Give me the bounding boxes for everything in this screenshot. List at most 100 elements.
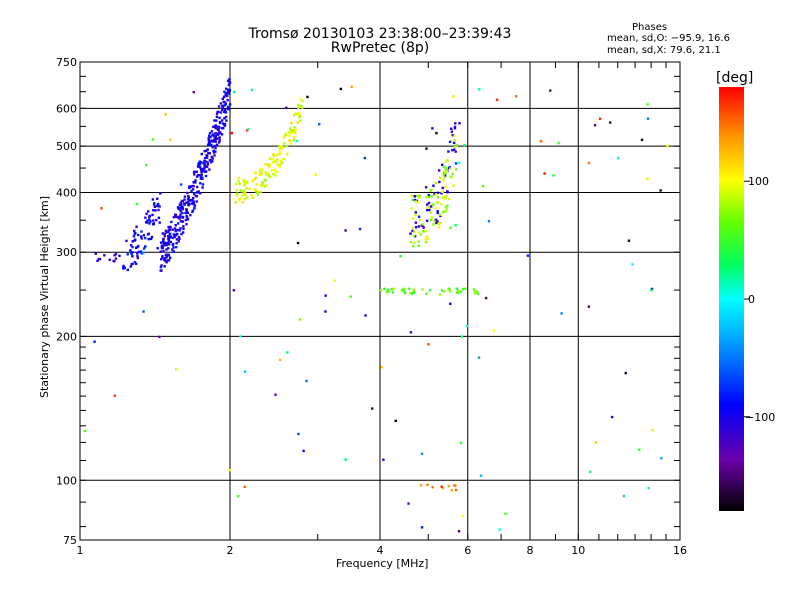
echo-point [217, 126, 220, 130]
echo-point [163, 265, 166, 268]
y-tick-label: 600 [56, 102, 77, 115]
echo-point [208, 158, 212, 162]
echo-point [442, 173, 445, 176]
echo-point [148, 218, 151, 221]
echo-point [157, 208, 160, 212]
echo-point [178, 229, 181, 232]
echo-point [399, 255, 402, 258]
echo-point [417, 231, 421, 234]
echo-point [167, 259, 170, 262]
echo-point [293, 113, 297, 116]
echo-point [226, 105, 230, 109]
echo-point [215, 115, 219, 118]
echo-point [131, 245, 134, 249]
echo-point [482, 184, 485, 188]
echo-point [646, 103, 649, 106]
echo-point [390, 288, 393, 291]
echo-point [172, 250, 175, 254]
echo-point [235, 194, 239, 197]
echo-point [186, 191, 189, 195]
echo-point [213, 154, 216, 157]
echo-point [422, 230, 425, 233]
echo-point [154, 209, 157, 212]
echo-point [159, 192, 162, 195]
echo-point [290, 131, 294, 134]
echo-point [256, 193, 260, 196]
echo-point [424, 237, 427, 241]
echo-point [278, 165, 281, 169]
echo-point [206, 148, 209, 151]
echo-point [142, 310, 145, 313]
echo-point [438, 293, 442, 296]
echo-point [189, 213, 192, 217]
echo-point [191, 209, 195, 212]
echo-point [133, 229, 136, 233]
echo-point [444, 160, 448, 163]
echo-point [417, 225, 421, 228]
echo-point [419, 233, 423, 236]
echo-point [191, 196, 195, 200]
echo-point [226, 98, 229, 102]
echo-point [418, 194, 422, 198]
echo-point [157, 216, 161, 220]
echo-point [297, 103, 300, 107]
echo-point [202, 170, 205, 173]
echo-point [188, 199, 191, 202]
echo-point [195, 191, 199, 194]
echo-point [413, 230, 416, 233]
echo-point [134, 246, 138, 250]
echo-point [425, 219, 429, 222]
echo-point [413, 290, 416, 293]
echo-point [198, 160, 201, 163]
echo-point [218, 139, 222, 142]
echo-point [436, 210, 439, 213]
echo-point [136, 256, 140, 260]
echo-point [207, 138, 210, 141]
echo-point [457, 530, 461, 533]
echo-point [172, 215, 176, 219]
echo-point [168, 232, 172, 236]
echo-point [199, 177, 203, 180]
echo-point [197, 191, 200, 194]
echo-point [215, 125, 218, 128]
echo-point [515, 95, 518, 98]
echo-point [279, 145, 283, 148]
echo-point [212, 149, 215, 152]
echo-point [413, 198, 417, 202]
echo-point [241, 200, 244, 204]
echo-point [163, 257, 167, 260]
echo-point [167, 237, 170, 241]
echo-point [142, 234, 146, 237]
echo-point [455, 287, 459, 290]
echo-point [200, 161, 203, 164]
echo-point [421, 288, 424, 291]
echo-point [224, 93, 227, 96]
echo-point [454, 488, 458, 492]
echo-point [144, 236, 147, 240]
echo-point [145, 221, 149, 224]
echo-point [183, 198, 186, 201]
echo-point [294, 128, 297, 131]
echo-point [455, 291, 459, 294]
echo-point [428, 288, 432, 292]
echo-point [273, 169, 277, 172]
echo-point [271, 161, 275, 164]
echo-point [169, 138, 172, 141]
echo-point [435, 131, 438, 135]
echo-point [443, 174, 447, 177]
echo-point [228, 468, 231, 472]
echo-point [163, 258, 166, 262]
echo-point [188, 185, 191, 189]
echo-point [156, 202, 160, 206]
echo-point [164, 259, 168, 262]
echo-point [391, 291, 395, 294]
echo-point [289, 142, 293, 145]
echo-point [224, 102, 227, 105]
y-tick-label: 100 [56, 474, 77, 487]
echo-point [198, 166, 202, 169]
echo-point [197, 161, 201, 165]
echo-point [419, 484, 423, 487]
echo-point [94, 252, 97, 255]
echo-point [437, 221, 441, 225]
echo-point [447, 485, 451, 488]
